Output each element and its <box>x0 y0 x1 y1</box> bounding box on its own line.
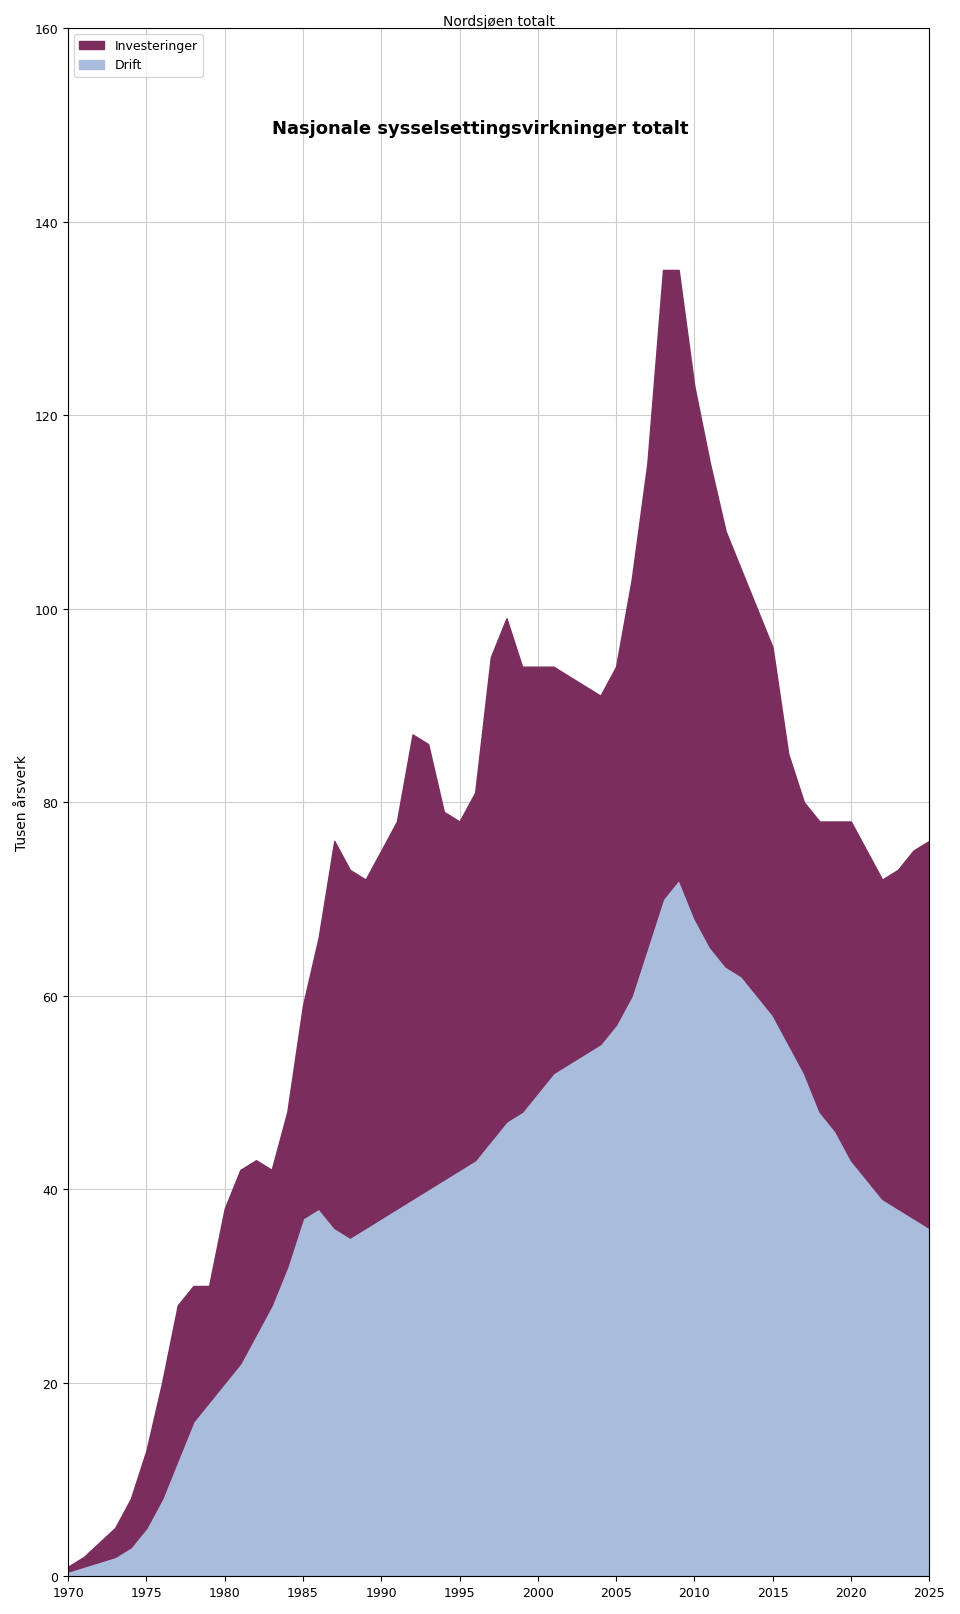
Title: Nordsjøen totalt: Nordsjøen totalt <box>443 15 555 29</box>
Y-axis label: Tusen årsverk: Tusen årsverk <box>15 755 29 851</box>
Legend: Investeringer, Drift: Investeringer, Drift <box>75 36 203 77</box>
Text: Nasjonale sysselsettingsvirkninger totalt: Nasjonale sysselsettingsvirkninger total… <box>272 119 688 139</box>
